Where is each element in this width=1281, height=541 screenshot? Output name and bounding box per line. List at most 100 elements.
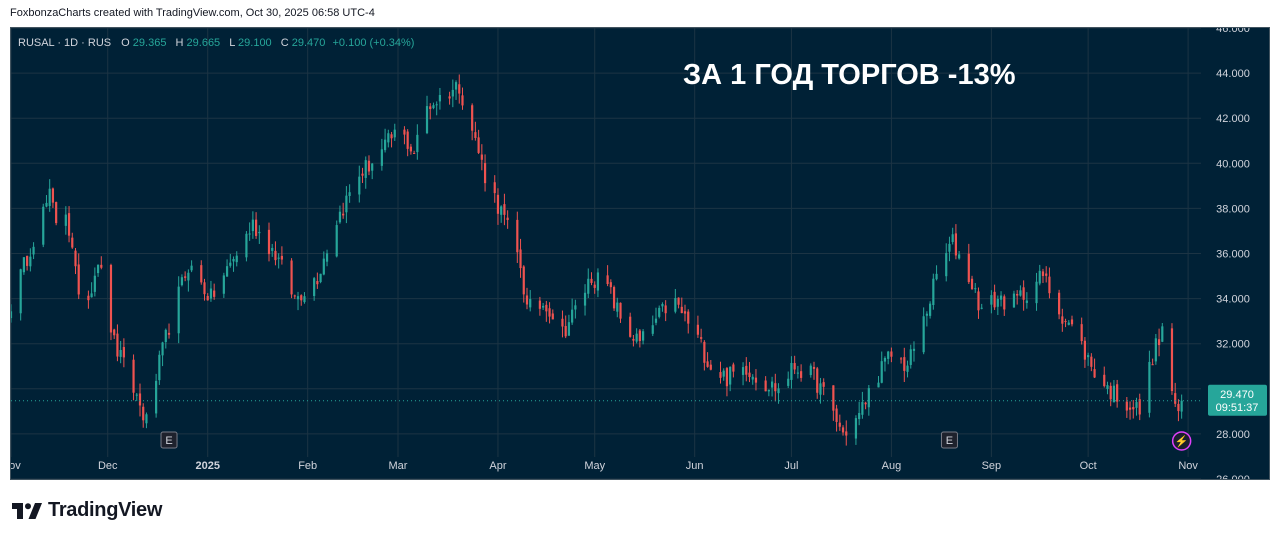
candle: [909, 344, 912, 369]
candle-body: [229, 262, 232, 266]
candle-body: [22, 257, 25, 273]
candle-body: [929, 303, 932, 316]
candle-body: [977, 291, 980, 311]
chart-panel[interactable]: 26.00028.00030.00032.00034.00036.00038.0…: [10, 27, 1270, 480]
candle: [516, 211, 519, 263]
candle: [880, 351, 883, 384]
candle-body: [500, 206, 503, 215]
candle: [658, 305, 661, 319]
news-event-ring: [1171, 431, 1192, 451]
candle-body: [313, 278, 316, 296]
candle: [787, 371, 790, 389]
candle-body: [774, 383, 777, 392]
candle: [493, 175, 496, 203]
candle-body: [345, 195, 348, 213]
candle: [1170, 323, 1174, 395]
candle: [970, 275, 974, 290]
candle-body: [1045, 273, 1048, 276]
candle-body: [1048, 276, 1051, 294]
candle-body: [361, 173, 364, 176]
candle-body: [451, 89, 454, 97]
candle-body: [461, 95, 464, 106]
candle: [1087, 352, 1090, 366]
candle: [22, 257, 25, 275]
candle: [687, 309, 690, 334]
time-axis[interactable]: Nov Dec 2025 Feb Mar Apr May Jun Jul Aug Sep Oct Nov: [11, 460, 1198, 472]
candle: [529, 290, 532, 312]
candle-body: [122, 347, 125, 358]
brand: TradingView: [12, 499, 162, 522]
candle: [1138, 393, 1141, 421]
candlestick-chart[interactable]: 26.00028.00030.00032.00034.00036.00038.0…: [11, 28, 1269, 479]
candle-body: [1151, 364, 1154, 366]
candle: [996, 295, 999, 315]
candle-body: [1109, 385, 1112, 400]
candle-body: [687, 311, 690, 324]
candle: [612, 285, 616, 311]
candle: [551, 309, 554, 320]
candle: [587, 268, 590, 299]
candle: [496, 188, 500, 225]
candle-body: [641, 331, 645, 341]
candle: [680, 297, 683, 314]
candle-body: [767, 389, 770, 392]
candle: [1045, 266, 1048, 283]
candle: [777, 383, 780, 404]
candle-body: [571, 309, 574, 323]
candle: [390, 131, 393, 148]
last-price-tag: 29.470 09:51:37: [1208, 384, 1267, 416]
candle: [822, 378, 825, 396]
candle: [248, 222, 251, 241]
candle-body: [416, 134, 419, 153]
candle: [864, 401, 867, 410]
x-tick-label: Jun: [686, 460, 704, 472]
candle: [903, 347, 906, 383]
candle-body: [109, 264, 113, 333]
candle-body: [51, 188, 55, 203]
candle: [1083, 337, 1087, 368]
candle: [564, 315, 567, 339]
candle: [1070, 315, 1074, 327]
candle-body: [845, 431, 848, 436]
candle: [774, 373, 777, 402]
candle-body: [745, 365, 748, 375]
candle-body: [1112, 385, 1116, 403]
candle-body: [1116, 384, 1119, 402]
candle-body: [954, 233, 958, 256]
candle: [954, 224, 958, 260]
candle-body: [812, 366, 816, 369]
candle-body: [796, 372, 799, 374]
candle: [845, 420, 848, 446]
candle: [280, 246, 283, 265]
candle: [1103, 366, 1106, 388]
candle: [477, 129, 480, 155]
candle-body: [448, 96, 451, 99]
price-axis[interactable]: 26.00028.00030.00032.00034.00036.00038.0…: [1216, 28, 1250, 479]
candle: [674, 288, 677, 314]
candle-body: [725, 368, 729, 387]
candle: [858, 401, 861, 426]
candle-body: [945, 253, 948, 277]
candle-body: [993, 291, 996, 308]
x-tick-label: Nov: [11, 460, 21, 472]
candle-body: [1019, 290, 1022, 296]
candle-body: [93, 275, 96, 292]
candle-body: [209, 288, 213, 299]
candle: [413, 150, 416, 154]
candle-body: [664, 305, 667, 314]
candle: [190, 260, 193, 273]
candle-body: [184, 276, 187, 278]
candle: [1106, 381, 1109, 395]
candle: [316, 272, 319, 289]
candle: [435, 101, 438, 116]
candle-body: [29, 256, 32, 267]
candle: [1093, 358, 1096, 379]
candle-body: [516, 219, 519, 253]
candle-body: [545, 304, 548, 312]
candle: [506, 210, 509, 229]
candle-body: [48, 188, 51, 206]
candle-body: [835, 408, 838, 422]
x-tick-label: Sep: [982, 460, 1002, 472]
candle-body: [180, 277, 184, 286]
candle-body: [722, 370, 725, 377]
